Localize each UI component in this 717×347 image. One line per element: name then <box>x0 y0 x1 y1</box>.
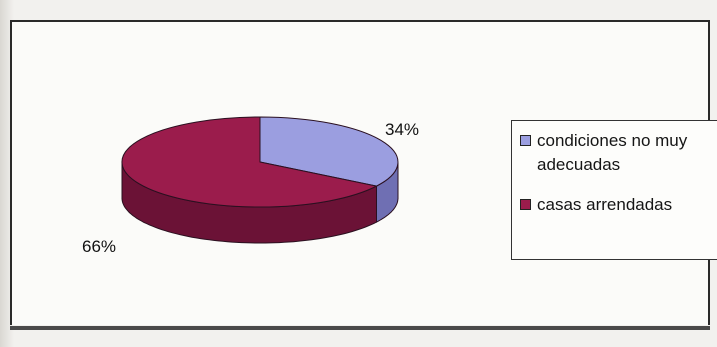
legend-label-casas: casas arrendadas <box>537 195 673 214</box>
legend-item-condiciones: condiciones no muy adecuadas <box>520 129 714 177</box>
bottom-rule <box>10 326 710 330</box>
data-label-condiciones: 34% <box>385 120 419 139</box>
legend: condiciones no muy adecuadas casas arren… <box>511 120 717 260</box>
pie-slice-1 <box>121 116 378 208</box>
pie-tops <box>121 116 399 208</box>
legend-swatch-red <box>520 199 531 210</box>
legend-swatch-blue <box>520 135 531 146</box>
data-label-casas: 66% <box>82 237 116 256</box>
legend-item-casas: casas arrendadas <box>520 193 714 217</box>
chart-frame: 34% 66% condiciones no muy adecuadas cas… <box>10 20 717 325</box>
legend-label-condiciones: condiciones no muy adecuadas <box>537 131 688 174</box>
pie-chart: 34% 66% <box>82 116 419 256</box>
